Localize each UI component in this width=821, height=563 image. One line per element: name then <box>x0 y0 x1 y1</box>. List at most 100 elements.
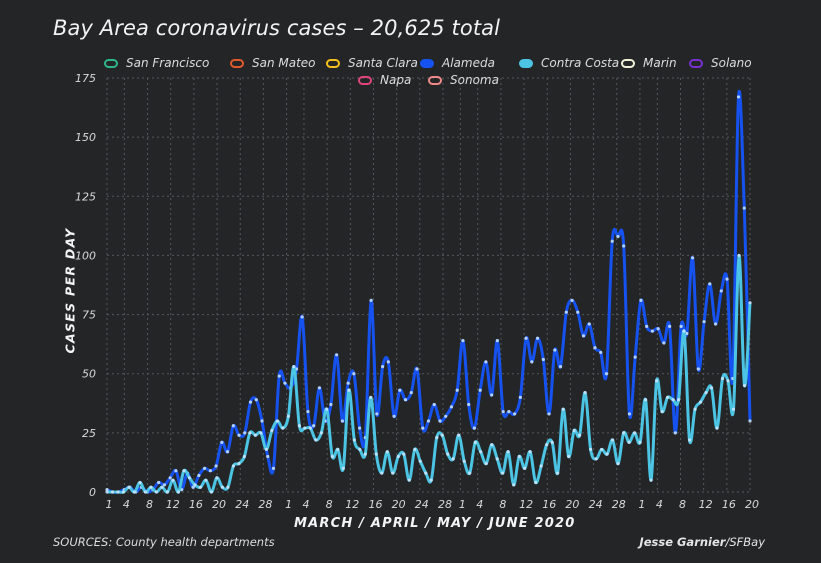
x-tick-label: 20 <box>745 498 759 511</box>
y-tick-label: 50 <box>82 368 96 381</box>
data-point-alameda <box>513 412 517 416</box>
data-point-contra-costa <box>193 483 197 487</box>
data-point-alameda <box>329 402 333 407</box>
data-point-contra-costa <box>473 440 477 444</box>
x-tick-label: 4 <box>123 498 130 511</box>
data-point-alameda <box>283 381 287 385</box>
data-point-contra-costa <box>116 490 120 494</box>
data-point-contra-costa <box>352 438 356 442</box>
data-point-alameda <box>317 386 322 390</box>
data-point-contra-costa <box>501 471 505 475</box>
data-point-contra-costa <box>578 433 582 437</box>
legend-label: Contra Costa <box>541 56 620 70</box>
data-point-contra-costa <box>643 398 648 402</box>
data-point-contra-costa <box>627 440 631 444</box>
data-point-alameda <box>352 372 356 376</box>
data-point-alameda <box>243 431 247 435</box>
data-point-contra-costa <box>600 447 604 452</box>
x-tick-label: 12 <box>699 498 713 511</box>
data-point-contra-costa <box>413 447 417 452</box>
data-point-contra-costa <box>731 407 736 411</box>
data-point-contra-costa <box>138 480 142 485</box>
data-point-alameda <box>162 483 167 487</box>
data-point-contra-costa <box>517 454 521 459</box>
data-point-contra-costa <box>654 379 659 383</box>
data-point-contra-costa <box>259 431 263 435</box>
y-tick-label: 100 <box>75 249 96 262</box>
data-point-contra-costa <box>319 431 323 435</box>
legend-label: Napa <box>380 73 412 87</box>
data-point-alameda <box>702 320 706 324</box>
x-tick-label: 16 <box>368 498 382 511</box>
x-tick-label: 4 <box>302 498 309 511</box>
data-point-contra-costa <box>457 433 461 437</box>
data-point-contra-costa <box>589 447 593 452</box>
data-point-alameda <box>685 331 689 336</box>
data-point-alameda <box>742 206 746 210</box>
legend-swatch <box>230 58 244 68</box>
data-point-alameda <box>300 315 304 319</box>
data-point-alameda <box>432 402 436 407</box>
legend-item-santa-clara: Santa Clara <box>326 56 418 70</box>
data-point-contra-costa <box>682 329 686 333</box>
legend-label: Solano <box>711 56 752 70</box>
x-tick-label: 8 <box>326 498 333 511</box>
data-point-contra-costa <box>314 438 318 442</box>
data-point-alameda <box>558 365 563 369</box>
data-point-contra-costa <box>297 424 301 428</box>
credit-author: Jesse Garnier <box>639 535 726 549</box>
data-point-alameda <box>358 426 362 430</box>
data-point-alameda <box>346 381 350 385</box>
legend-label: Marin <box>643 56 677 70</box>
data-point-contra-costa <box>248 431 252 435</box>
data-point-contra-costa <box>676 398 681 402</box>
data-point-alameda <box>656 327 660 331</box>
data-point-alameda <box>645 324 649 328</box>
data-point-alameda <box>668 324 672 328</box>
data-point-contra-costa <box>479 450 483 454</box>
legend-swatch <box>358 75 372 85</box>
legend-item-san-francisco: San Francisco <box>104 56 209 70</box>
data-point-contra-costa <box>380 471 384 475</box>
data-point-alameda <box>467 402 471 407</box>
data-point-contra-costa <box>528 450 532 454</box>
data-point-alameda <box>495 338 499 343</box>
data-point-contra-costa <box>484 462 488 466</box>
data-point-alameda <box>610 239 614 243</box>
x-tick-label: 4 <box>476 498 483 511</box>
data-point-contra-costa <box>534 480 538 485</box>
data-point-contra-costa <box>226 485 230 489</box>
data-point-contra-costa <box>187 476 192 480</box>
data-point-contra-costa <box>391 471 395 475</box>
y-tick-label: 0 <box>89 486 96 499</box>
data-point-alameda <box>426 419 431 423</box>
data-point-alameda <box>599 350 603 355</box>
y-tick-label: 150 <box>75 131 96 144</box>
data-point-contra-costa <box>358 447 362 452</box>
x-tick-label: 8 <box>679 498 686 511</box>
data-point-alameda <box>576 310 580 314</box>
data-point-contra-costa <box>341 466 345 470</box>
data-point-contra-costa <box>545 443 549 447</box>
y-tick-label: 125 <box>75 190 96 203</box>
data-point-alameda <box>673 431 677 435</box>
x-tick-label: 28 <box>258 498 272 511</box>
data-point-contra-costa <box>347 388 351 392</box>
data-point-alameda <box>254 398 258 402</box>
data-point-alameda <box>197 473 201 478</box>
data-point-contra-costa <box>561 407 565 411</box>
data-point-contra-costa <box>325 407 329 411</box>
data-point-contra-costa <box>198 485 203 489</box>
data-point-contra-costa <box>693 407 697 411</box>
data-point-alameda <box>696 367 700 371</box>
legend-label: Santa Clara <box>348 56 418 70</box>
x-axis-label: MARCH / APRIL / MAY / JUNE 2020 <box>294 516 576 531</box>
data-point-alameda <box>736 95 741 99</box>
data-point-alameda <box>719 289 723 293</box>
y-axis-label: CASES PER DAY <box>62 227 78 354</box>
x-tick-label: 20 <box>565 498 579 511</box>
data-point-alameda <box>271 466 276 470</box>
legend-swatch <box>428 75 442 85</box>
data-point-contra-costa <box>583 391 587 395</box>
data-point-contra-costa <box>374 452 378 456</box>
